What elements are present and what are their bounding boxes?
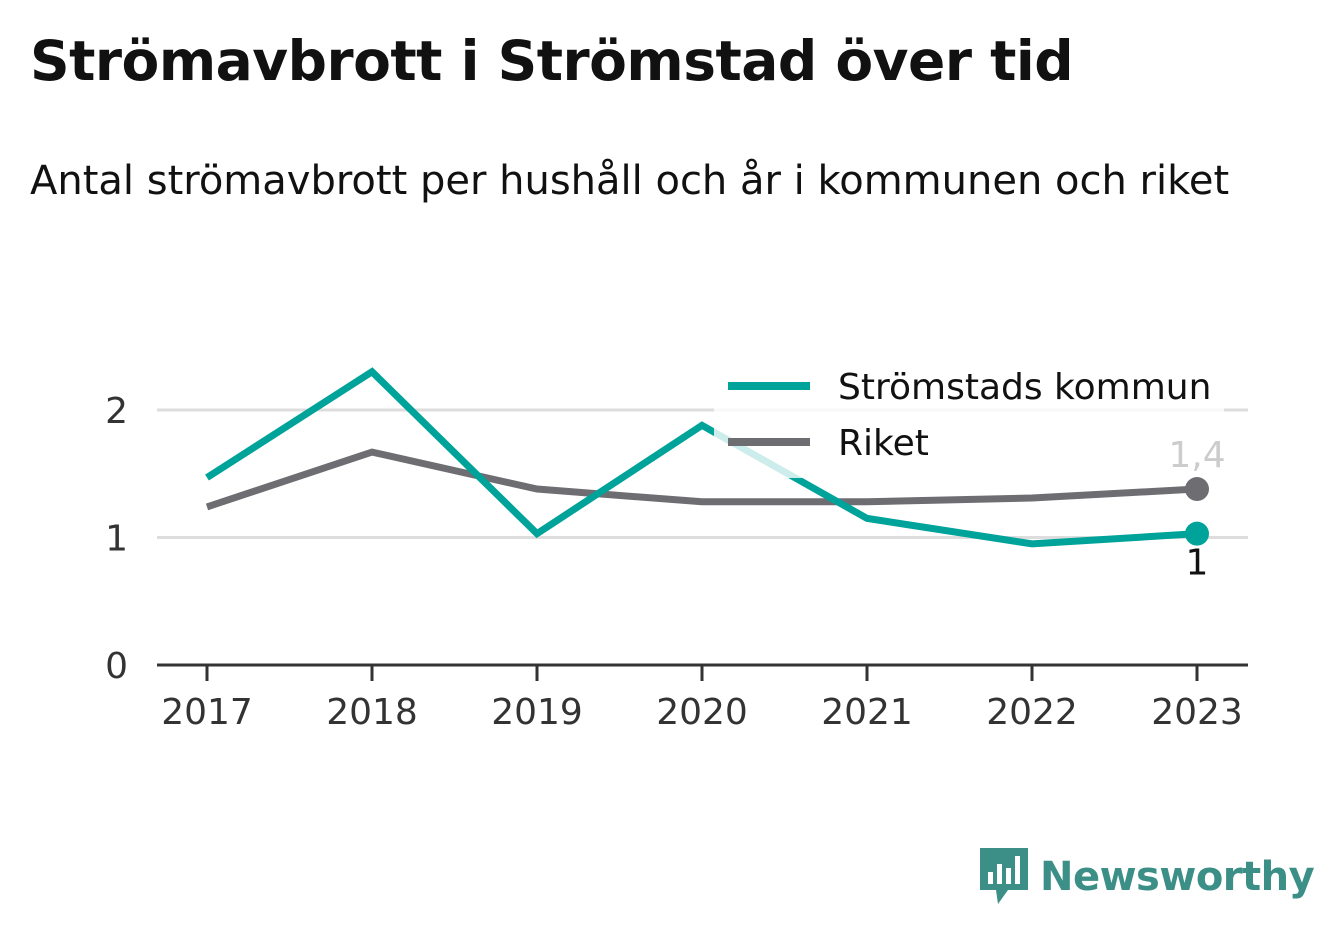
newsworthy-logo: Newsworthy — [980, 848, 1315, 906]
newsworthy-chart-bubble-icon — [980, 848, 1028, 904]
chart-title: Strömavbrott i Strömstad över tid — [30, 29, 1074, 93]
y-tick-label: 1 — [105, 519, 128, 560]
series-line-riket — [205, 448, 1198, 511]
legend-label: Riket — [838, 423, 929, 464]
x-tick-label: 2022 — [986, 692, 1078, 733]
end-labels: 11,4 — [1168, 435, 1225, 584]
end-value-label: 1 — [1186, 543, 1209, 584]
x-tick-label: 2019 — [491, 692, 583, 733]
end-value-label: 1,4 — [1168, 435, 1225, 476]
end-marker — [1185, 521, 1209, 546]
x-tick-label: 2017 — [161, 692, 253, 733]
x-tick-label: 2018 — [326, 692, 418, 733]
series-line-str-mstads-kommun — [205, 367, 1198, 548]
y-axis: 0 1 2 — [105, 391, 128, 687]
legend: Strömstads kommun Riket — [714, 358, 1224, 478]
end-marker — [1185, 477, 1209, 502]
series-lines — [205, 367, 1198, 548]
y-tick-label: 2 — [105, 391, 128, 432]
chart-subtitle: Antal strömavbrott per hushåll och år i … — [30, 158, 1230, 204]
x-tick-label: 2020 — [656, 692, 748, 733]
x-axis: 2017 2018 2019 2020 2021 2022 2023 — [157, 663, 1248, 733]
legend-background — [714, 358, 1224, 478]
x-tick-label: 2023 — [1151, 692, 1243, 733]
logo-text: Newsworthy — [1040, 854, 1315, 900]
y-tick-label: 0 — [105, 646, 128, 687]
legend-label: Strömstads kommun — [838, 367, 1211, 408]
x-tick-label: 2021 — [821, 692, 913, 733]
